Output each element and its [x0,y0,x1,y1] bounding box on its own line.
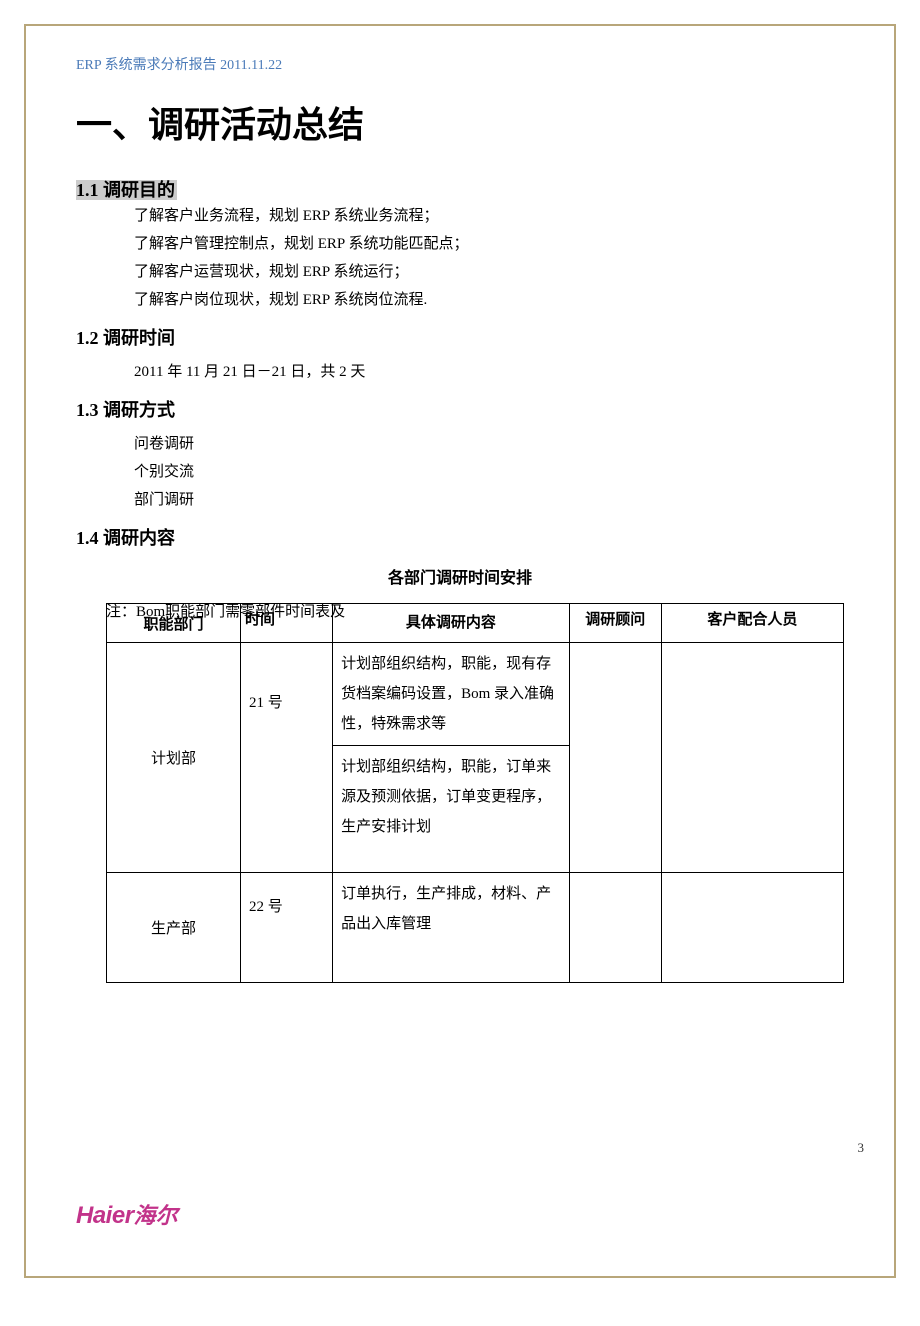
table-container: 注：Bom职能部门需零部件时间表及 职能部门 时间 具体调研内容 调研顾问 客户… [106,600,844,983]
cell-advisor [569,643,661,873]
body-line: 了解客户岗位现状，规划 ERP 系统岗位流程. [134,286,844,314]
cell-dept: 计划部 [107,643,241,873]
section-1-4: 1.4 调研内容 各部门调研时间安排 注：Bom职能部门需零部件时间表及 职能部… [76,524,844,983]
section-1-2: 1.2 调研时间 2011 年 11 月 21 日－21 日，共 2 天 [76,324,844,386]
cell-time: 22 号 [241,873,333,983]
logo-cn: 海尔 [134,1203,178,1228]
cell-time: 21 号 [241,643,333,873]
body-line: 问卷调研 [134,430,844,458]
section-1-1: 1.1 调研目的 了解客户业务流程，规划 ERP 系统业务流程； 了解客户管理控… [76,176,844,314]
cell-staff [661,643,843,873]
heading-1: 一、调研活动总结 [76,96,844,148]
body-line: 了解客户运营现状，规划 ERP 系统运行； [134,258,844,286]
page-number: 3 [858,1140,865,1156]
body-line: 了解客户管理控制点，规划 ERP 系统功能匹配点； [134,230,844,258]
section-heading: 1.4 调研内容 [76,524,844,550]
body-line: 部门调研 [134,486,844,514]
table-title: 各部门调研时间安排 [76,564,844,588]
body-line: 个别交流 [134,458,844,486]
body-line: 了解客户业务流程，规划 ERP 系统业务流程； [134,202,844,230]
table-row: 生产部 22 号 订单执行，生产排成，材料、产品出入库管理 [107,873,844,983]
footer-logo: Haier海尔 [76,1198,178,1230]
document-header: ERP 系统需求分析报告 2011.11.22 [76,54,844,74]
cell-staff [661,873,843,983]
document-page: ERP 系统需求分析报告 2011.11.22 一、调研活动总结 1.1 调研目… [24,24,896,1278]
cell-advisor [569,873,661,983]
table-note: 注：Bom职能部门需零部件时间表及 [106,600,844,621]
cell-content: 计划部组织结构，职能，订单来源及预测依据，订单变更程序，生产安排计划 [333,746,570,873]
cell-dept: 生产部 [107,873,241,983]
cell-content: 计划部组织结构，职能，现有存货档案编码设置，Bom 录入准确性，特殊需求等 [333,643,570,746]
section-1-3: 1.3 调研方式 问卷调研 个别交流 部门调研 [76,396,844,514]
section-body: 问卷调研 个别交流 部门调研 [134,430,844,514]
section-heading: 1.1 调研目的 [76,180,177,200]
table-row: 计划部 21 号 计划部组织结构，职能，现有存货档案编码设置，Bom 录入准确性… [107,643,844,746]
section-body: 2011 年 11 月 21 日－21 日，共 2 天 [134,358,844,386]
section-body: 了解客户业务流程，规划 ERP 系统业务流程； 了解客户管理控制点，规划 ERP… [134,202,844,314]
body-line: 2011 年 11 月 21 日－21 日，共 2 天 [134,358,844,386]
section-heading: 1.2 调研时间 [76,324,844,350]
logo-en: Haier [76,1202,134,1229]
section-heading: 1.3 调研方式 [76,396,844,422]
cell-content: 订单执行，生产排成，材料、产品出入库管理 [333,873,570,983]
schedule-table: 职能部门 时间 具体调研内容 调研顾问 客户配合人员 计划部 21 号 计划部组… [106,603,844,983]
